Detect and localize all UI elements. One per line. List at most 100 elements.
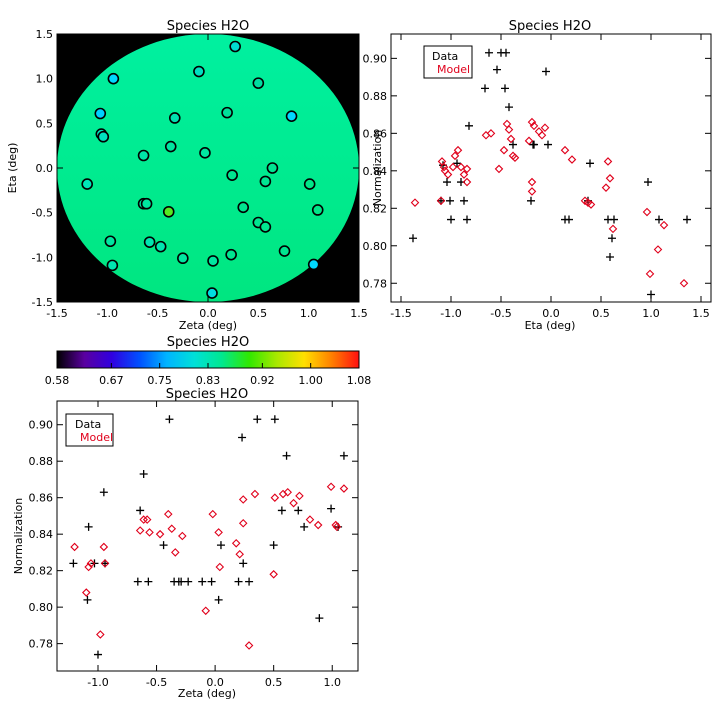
zeta-model-point xyxy=(270,493,280,502)
zeta-data-point xyxy=(238,433,247,442)
map-point xyxy=(106,259,119,272)
map-point xyxy=(226,169,238,181)
eta-model-point xyxy=(679,278,689,288)
eta-model-point xyxy=(567,155,577,164)
zeta-model-point xyxy=(235,549,244,559)
map-point xyxy=(307,258,320,271)
zeta-ytick-label: 0.82 xyxy=(29,565,54,578)
zeta-model-point xyxy=(99,542,109,552)
eta-title: Species H2O xyxy=(509,19,591,34)
eta-model-point xyxy=(504,125,514,134)
eta-legend: Data Model xyxy=(423,45,473,79)
map-point xyxy=(221,106,233,119)
eta-model-point xyxy=(486,129,496,138)
zeta-model-point xyxy=(231,539,241,548)
eta-data-point xyxy=(409,234,417,243)
eta-model-point xyxy=(499,145,509,155)
map-point xyxy=(285,110,298,122)
eta-data-point xyxy=(453,159,461,168)
zeta-model-point xyxy=(139,515,148,524)
zeta-data-point xyxy=(277,506,286,515)
zeta-data-point xyxy=(84,522,93,531)
zeta-data-point xyxy=(184,577,193,586)
zeta-xtick-label: -1.0 xyxy=(87,676,108,689)
map-field-disc xyxy=(57,34,359,302)
eta-ytick-label: 0.82 xyxy=(363,202,388,215)
zeta-data-point xyxy=(300,522,309,531)
zeta-model-point xyxy=(214,528,223,537)
zeta-model-point xyxy=(305,515,315,524)
zeta-data-point xyxy=(101,559,110,568)
colorbar-panel: Species H2O 0.58 0.67 0.75 0.83 0.92 1.00 1.08 xyxy=(45,335,372,387)
eta-xtick-label: 1.0 xyxy=(642,307,660,320)
zeta-ytick-label: 0.80 xyxy=(29,601,54,614)
map-ytick-label: -0.5 xyxy=(32,207,53,220)
eta-data-point xyxy=(608,234,616,243)
zeta-legend-data: Data xyxy=(75,418,101,431)
map-point xyxy=(164,140,177,153)
map-point xyxy=(199,147,211,159)
zeta-data-point xyxy=(69,559,78,568)
eta-model-point xyxy=(527,177,537,187)
eta-model-point xyxy=(645,269,655,279)
eta-model-point xyxy=(537,130,547,140)
eta-xtick-label: 1.5 xyxy=(692,307,710,320)
map-xtick-label: 0.5 xyxy=(250,307,268,320)
zeta-data-point xyxy=(83,595,92,604)
eta-data-point xyxy=(606,253,614,262)
zeta-panel: Species H2O -1.0 -0.5 0.0 0.5 1.0 0.780.800.… xyxy=(12,387,359,700)
zeta-data-point xyxy=(339,451,348,460)
eta-xtick-label: -0.5 xyxy=(490,307,511,320)
map-point xyxy=(259,221,272,233)
zeta-model-point xyxy=(100,559,110,568)
zeta-x-label: Zeta (deg) xyxy=(178,687,236,700)
eta-data-point xyxy=(527,196,535,205)
zeta-model-point xyxy=(215,562,225,572)
zeta-marks xyxy=(69,415,349,659)
zeta-model-point xyxy=(167,524,177,533)
zeta-model-point xyxy=(135,526,145,535)
map-point xyxy=(225,248,237,261)
eta-ytick-label: 0.88 xyxy=(363,90,388,103)
eta-data-point xyxy=(443,178,451,187)
eta-xtick-label: -1.5 xyxy=(390,307,411,320)
eta-model-point xyxy=(439,162,449,172)
eta-data-point xyxy=(502,48,510,57)
zeta-model-point xyxy=(289,498,298,508)
zeta-x-axis: -1.0 -0.5 0.0 0.5 1.0 xyxy=(87,401,341,689)
eta-legend-data: Data xyxy=(432,50,458,63)
map-xtick-label: -1.0 xyxy=(97,307,118,320)
zeta-model-point xyxy=(208,509,218,519)
eta-ytick-label: 0.78 xyxy=(363,277,388,290)
eta-data-point xyxy=(463,215,471,224)
eta-model-point xyxy=(534,127,544,136)
map-x-label: Zeta (deg) xyxy=(179,319,237,332)
eta-data-point xyxy=(465,121,473,130)
map-ytick-label: 0.5 xyxy=(36,117,54,130)
zeta-data-point xyxy=(159,541,168,550)
zeta-data-point xyxy=(234,577,243,586)
zeta-xtick-label: 0.5 xyxy=(265,676,283,689)
eta-model-point xyxy=(529,121,539,131)
eta-data-point xyxy=(610,215,618,224)
map-point xyxy=(177,252,189,265)
zeta-model-point xyxy=(155,529,165,539)
zeta-model-point xyxy=(269,570,278,579)
zeta-y-label: Normalization xyxy=(12,498,25,574)
zeta-model-point xyxy=(145,528,154,537)
map-point xyxy=(97,130,110,143)
eta-data-point xyxy=(481,84,489,93)
zeta-model-point xyxy=(86,559,96,568)
eta-model-point xyxy=(450,151,460,161)
zeta-model-point xyxy=(238,518,248,528)
colorbar-tick-label: 0.75 xyxy=(147,374,172,387)
eta-model-point xyxy=(560,145,570,155)
zeta-model-point xyxy=(238,495,248,504)
eta-data-point xyxy=(437,196,445,205)
zeta-data-point xyxy=(315,614,324,623)
colorbar-tick-label: 0.58 xyxy=(45,374,70,387)
zeta-data-point xyxy=(136,506,145,515)
eta-xtick-label: 0.5 xyxy=(592,307,610,320)
colorbar-tick-label: 1.00 xyxy=(298,374,323,387)
zeta-xtick-label: -0.5 xyxy=(146,676,167,689)
